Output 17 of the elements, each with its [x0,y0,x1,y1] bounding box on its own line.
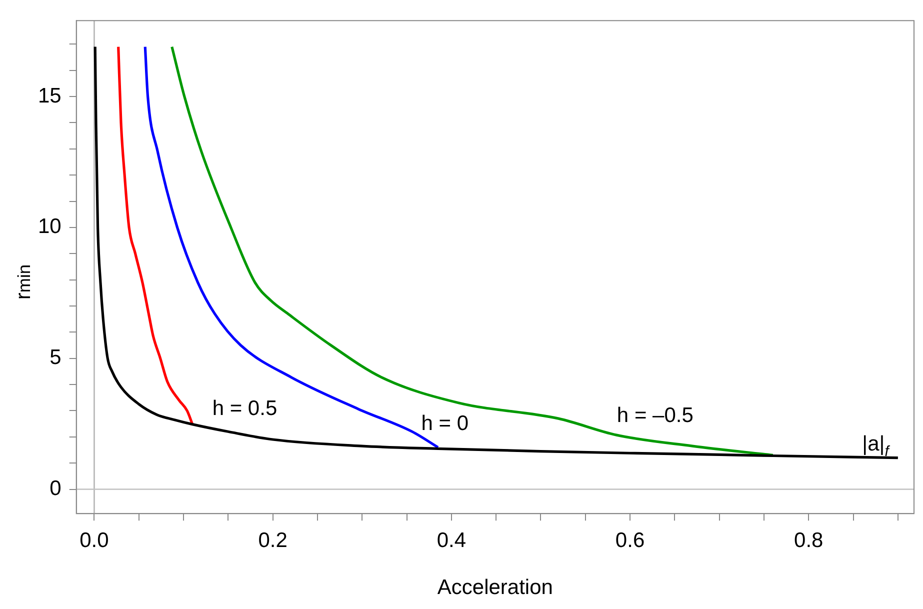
x-tick-label: 0.0 [80,528,109,552]
y-tick-label: 5 [50,346,62,370]
x-tick-label: 0.2 [258,528,288,552]
annotation: h = –0.5 [616,404,694,427]
line-series [144,45,440,449]
annotation: h = 0.5 [212,396,278,420]
line-series [117,45,194,426]
x-tick-label: 0.6 [615,528,645,552]
x-tick-label: 0.8 [794,528,824,552]
y-tick-label: 10 [38,215,62,238]
line-series [170,45,774,457]
y-tick-label: 0 [50,477,62,500]
x-axis-title: Acceleration [437,576,553,600]
annotation: h = 0 [421,412,469,436]
line-series [94,45,900,460]
y-tick-label: 15 [38,84,62,108]
x-tick-label: 0.4 [436,528,466,552]
